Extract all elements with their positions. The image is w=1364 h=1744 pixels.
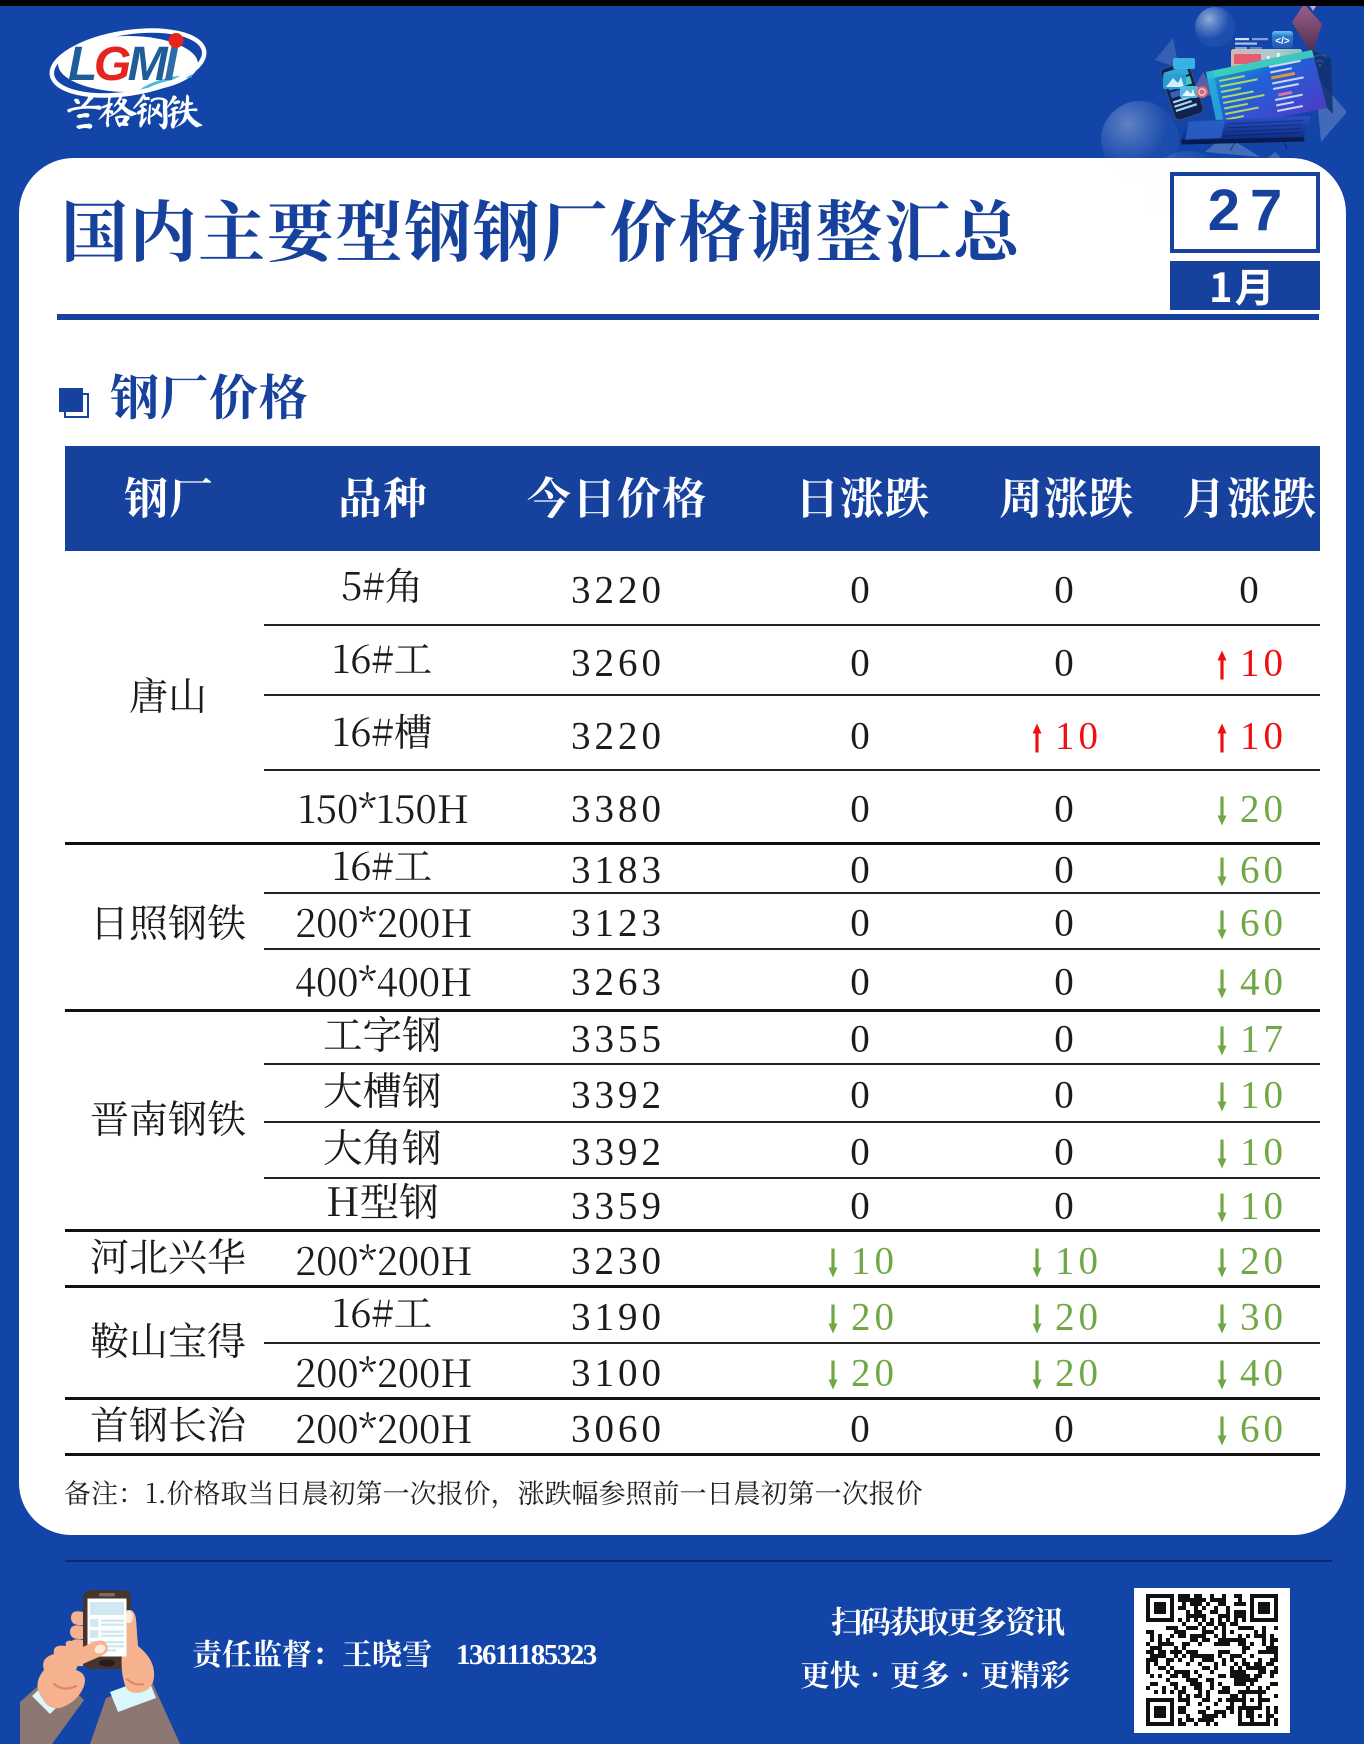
svg-text:</>: </> <box>1275 36 1290 47</box>
svg-text:LGMI: LGMI <box>68 38 179 91</box>
